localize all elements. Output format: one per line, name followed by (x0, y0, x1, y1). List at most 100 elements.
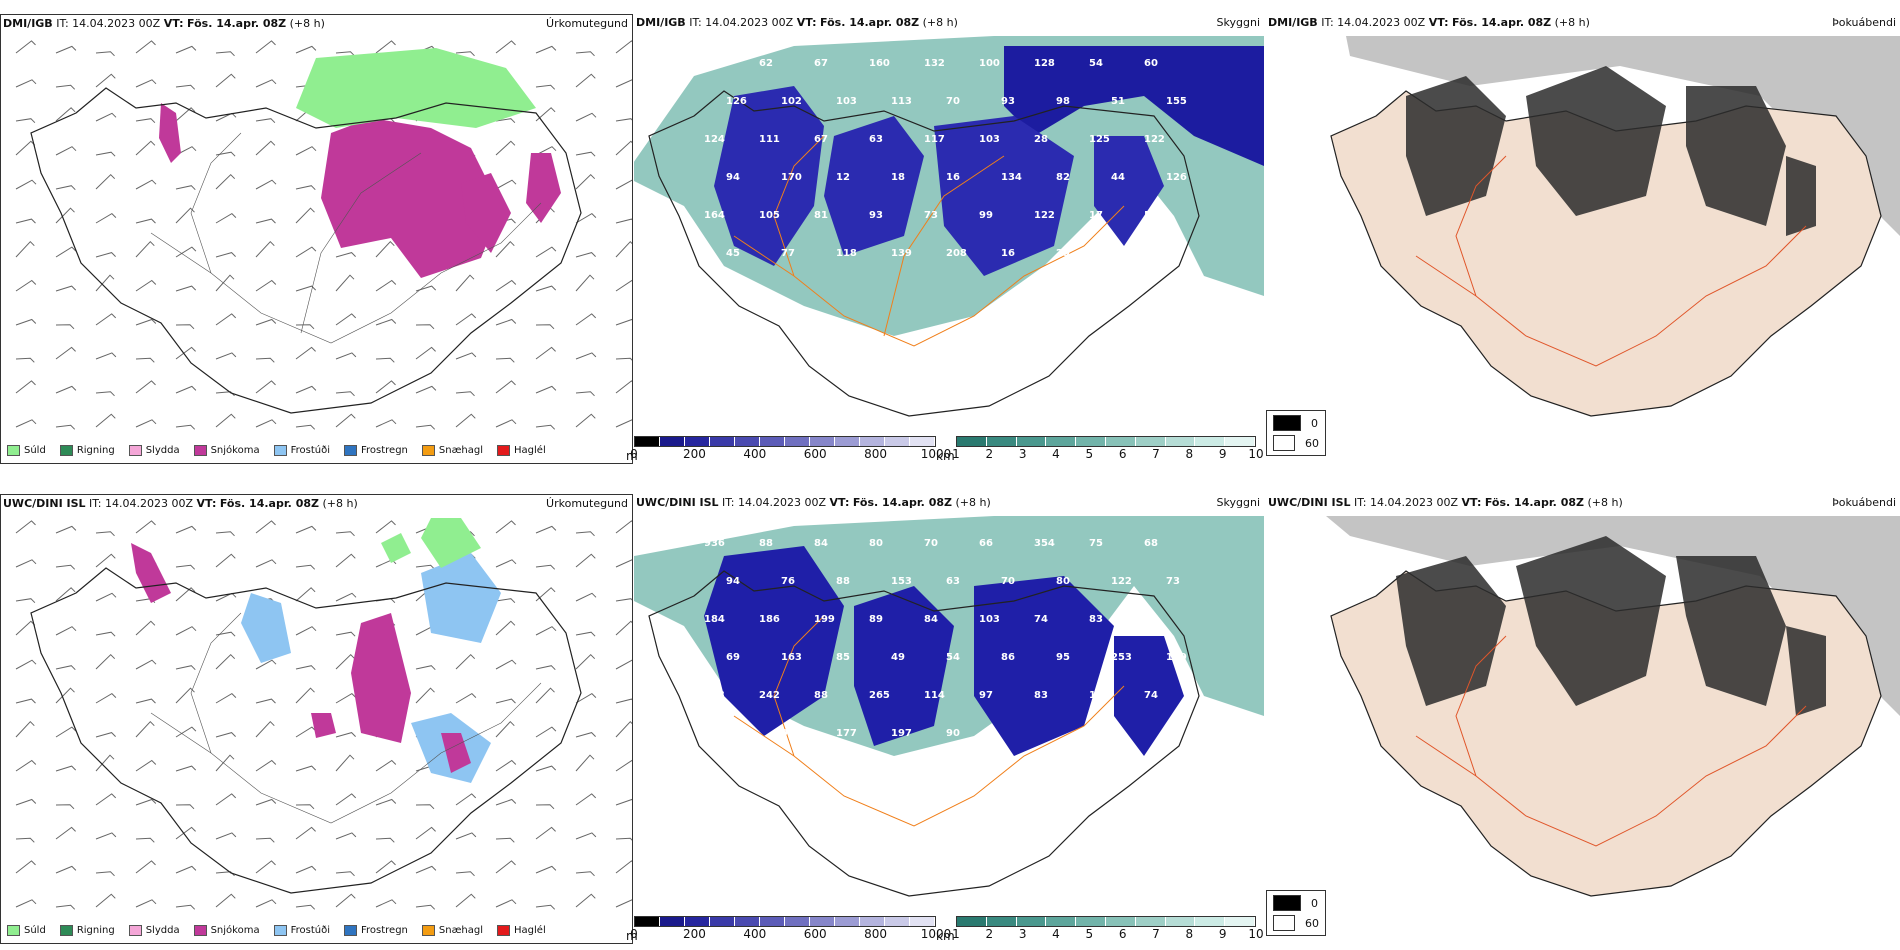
scale-cells (634, 436, 936, 447)
scale-cell (1135, 437, 1166, 446)
wind-barb (135, 279, 157, 292)
wind-barb (495, 140, 516, 156)
visibility-value-label: 97 (979, 690, 993, 701)
legend-swatch (273, 925, 287, 936)
wind-barb (495, 520, 516, 534)
visibility-value-label: 83 (1089, 614, 1103, 625)
wind-barb (615, 720, 632, 738)
wind-barb (335, 754, 355, 772)
wind-barb (615, 559, 632, 568)
wind-barb (495, 837, 515, 843)
legend-item-snaehagl: Snæhagl (421, 445, 483, 456)
legend-swatch (497, 925, 511, 936)
wind-barb (175, 45, 197, 54)
wind-barb (55, 424, 76, 430)
visibility-value-label: 139 (891, 248, 912, 259)
wind-barb (615, 659, 632, 670)
wind-barb (255, 179, 277, 190)
wind-barb (375, 798, 397, 806)
visibility-value-label: 114 (924, 690, 945, 701)
visibility-value-label: 186 (759, 614, 780, 625)
fog-scale-swatch (1273, 415, 1301, 431)
wind-barb (615, 899, 632, 908)
visibility-value-label: 155 (1166, 96, 1187, 107)
wind-barb (175, 587, 196, 602)
wind-barb (95, 592, 117, 602)
legend-swatch (128, 445, 142, 456)
wind-barb (495, 899, 517, 908)
wind-barb (295, 346, 316, 360)
wind-barb (255, 357, 275, 363)
wind-barb (575, 51, 595, 57)
scale-cell (810, 437, 835, 446)
wind-barb (15, 559, 37, 568)
wind-barb (335, 553, 356, 568)
wind-barb (295, 285, 317, 292)
scale-cell (760, 917, 785, 926)
wind-barb (495, 318, 517, 326)
wind-barb (95, 313, 117, 326)
visibility-value-label: 184 (704, 614, 725, 625)
wind-barb (215, 352, 237, 360)
scale-cell (1016, 917, 1047, 926)
legend-item-rigning: Rigning (59, 925, 115, 936)
fog-scale: 0 60 (1266, 410, 1326, 456)
wind-barb (55, 765, 77, 772)
scale-cell (685, 437, 710, 446)
wind-barb (55, 687, 75, 704)
wind-barb (535, 285, 557, 292)
wind-barb (135, 798, 157, 806)
wind-barb (175, 826, 196, 840)
wind-barb (455, 832, 477, 840)
road-network (1415, 155, 1807, 367)
precip-panel-top: DMI/IGB IT: 14.04.2023 00Z VT: Fös. 14.a… (0, 14, 633, 464)
wind-barb (575, 73, 596, 88)
wind-barb (15, 279, 37, 292)
legend-item-sudd: Súld (7, 925, 46, 936)
wind-barb (575, 252, 596, 258)
wind-barb (375, 860, 396, 874)
visibility-value-label: 17 (1089, 210, 1103, 221)
scale-cell (835, 917, 860, 926)
wind-barb (55, 626, 77, 636)
visibility-value-label: 84 (814, 538, 828, 549)
visibility-value-label: 67 (814, 134, 828, 145)
scale-ticks: 1 2 3 4 5 6 7 8 9 10 (952, 447, 1263, 461)
scale-cell (910, 917, 935, 926)
wind-barb (15, 659, 37, 670)
visibility-value-label: 265 (869, 690, 890, 701)
wind-barb (575, 173, 596, 190)
wind-barb (135, 899, 157, 908)
wind-barb (535, 45, 557, 54)
scale-tick-label: 400 (743, 927, 767, 941)
wind-barb (535, 84, 556, 90)
scale-cell (885, 437, 910, 446)
visibility-value-label: 73 (924, 210, 938, 221)
wind-barb (535, 107, 556, 122)
wind-barb (455, 313, 477, 326)
visibility-value-label: 131 (1089, 690, 1110, 701)
visibility-value-label: 936 (704, 538, 725, 549)
wind-barb (15, 837, 35, 843)
wind-barb (615, 40, 632, 54)
wind-barb (615, 860, 632, 874)
visibility-dark-field (1004, 46, 1264, 166)
fog-dark-patches (1396, 536, 1826, 716)
legend-item-frostudi: Frostúði (273, 925, 330, 936)
wind-barb (375, 520, 396, 534)
wind-barb (135, 179, 157, 190)
visibility-value-label: 12 (836, 172, 850, 183)
wind-barb (295, 765, 317, 772)
scale-cell (1195, 437, 1226, 446)
visibility-value-label: 125 (1089, 134, 1110, 145)
wind-barb (295, 626, 317, 636)
wind-barb (535, 346, 556, 360)
wind-barb (255, 118, 276, 124)
scale-tick-label: 4 (1052, 447, 1060, 461)
wind-barb (415, 904, 436, 910)
wind-barb (95, 653, 116, 670)
wind-barb (15, 520, 36, 534)
wind-barb (175, 324, 195, 330)
wind-barb (55, 285, 77, 292)
visibility-value-label: 83 (1034, 690, 1048, 701)
